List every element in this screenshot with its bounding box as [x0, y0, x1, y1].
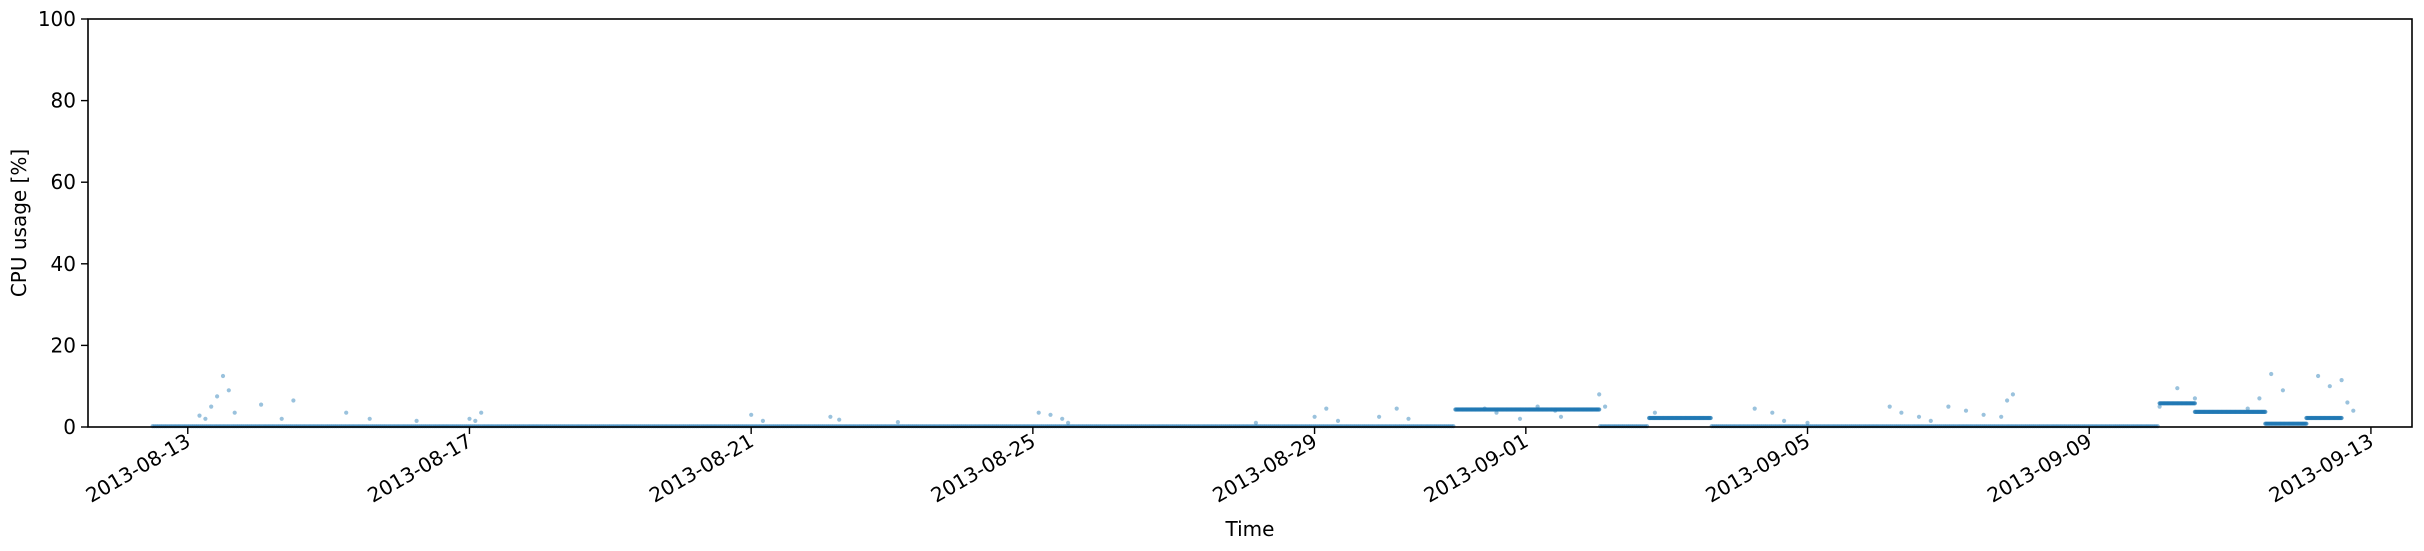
plot-frame [87, 18, 2413, 428]
data-point [1597, 407, 1602, 412]
data-point [1963, 408, 1969, 413]
data-point [1066, 420, 1071, 425]
data-point [344, 410, 349, 415]
data-point [1394, 406, 1399, 411]
data-point [749, 412, 754, 417]
data-point [1652, 410, 1657, 415]
data-point [232, 410, 237, 415]
data-point [2005, 398, 2010, 403]
data-point [1036, 410, 1041, 415]
data-point [1603, 404, 1608, 409]
y-axis-ticks: 0 20 40 60 80 100 [38, 7, 88, 439]
data-point [2192, 401, 2197, 406]
data-point [2304, 421, 2309, 426]
data-point [1048, 412, 1053, 417]
data-point [1253, 420, 1258, 425]
data-point [2245, 406, 2250, 411]
data-point [1770, 410, 1775, 415]
scatter-points [150, 371, 2356, 429]
data-point [2257, 396, 2262, 401]
data-point [279, 416, 284, 421]
data-point [2316, 373, 2321, 379]
x-tick-label: 2013-08-25 [927, 429, 1040, 508]
data-point [2269, 371, 2274, 377]
data-point [367, 416, 372, 421]
data-point [1981, 412, 1986, 417]
data-point [220, 373, 226, 379]
data-point [2263, 409, 2268, 414]
x-tick-label: 2013-08-13 [82, 429, 195, 508]
data-point [1324, 406, 1329, 411]
data-point [1312, 414, 1317, 419]
data-point [197, 413, 202, 418]
data-point [1946, 404, 1951, 409]
data-point [479, 410, 484, 415]
x-tick-label: 2013-09-05 [1701, 429, 1814, 508]
y-tick-label: 20 [51, 333, 76, 357]
x-tick-label: 2013-09-01 [1420, 429, 1533, 508]
data-point [895, 420, 901, 425]
x-tick-label: 2013-09-09 [1983, 429, 2096, 508]
data-point [2339, 415, 2344, 421]
data-point [414, 418, 419, 423]
data-point [1899, 410, 1904, 415]
data-point [837, 417, 842, 422]
data-point [209, 404, 214, 409]
data-point [2010, 392, 2015, 397]
data-point [1782, 418, 1787, 423]
data-point [259, 402, 264, 407]
data-point [1887, 404, 1892, 409]
data-point [1805, 420, 1810, 425]
data-point [467, 416, 472, 421]
data-point [1517, 416, 1523, 421]
data-point [2157, 404, 2162, 409]
data-point [1494, 410, 1499, 415]
data-point [2280, 388, 2285, 393]
x-axis-label: Time [1225, 517, 1275, 541]
data-point [2351, 408, 2356, 413]
data-point [1535, 404, 1540, 409]
data-point [1597, 392, 1602, 397]
y-tick-label: 60 [51, 170, 76, 194]
data-point [760, 418, 766, 423]
data-point [1558, 414, 1564, 419]
x-tick-label: 2013-08-21 [645, 429, 758, 508]
y-tick-label: 100 [38, 7, 76, 31]
data-point [2345, 400, 2350, 405]
data-point [1060, 416, 1065, 421]
data-point [203, 416, 208, 421]
y-tick-label: 40 [51, 252, 76, 276]
x-tick-label: 2013-08-29 [1208, 429, 1321, 508]
data-point [2339, 378, 2344, 383]
y-tick-label: 0 [63, 415, 76, 439]
data-point [1406, 416, 1411, 421]
data-point [1999, 414, 2004, 419]
data-point [1752, 406, 1757, 411]
data-point [226, 388, 231, 393]
data-point [1553, 408, 1558, 413]
data-point [1335, 418, 1341, 423]
data-point [2175, 386, 2180, 391]
data-point [2327, 384, 2332, 389]
x-axis-ticks: 2013-08-13 2013-08-17 2013-08-21 2013-08-25… [82, 427, 2378, 508]
data-point [828, 414, 833, 419]
data-point [215, 394, 220, 399]
data-point [1928, 418, 1933, 423]
x-tick-label: 2013-08-17 [363, 429, 476, 508]
y-axis-label: CPU usage [%] [7, 149, 31, 297]
data-point [2192, 396, 2197, 401]
data-point [1377, 414, 1382, 419]
data-point [291, 398, 296, 403]
data-point [473, 418, 478, 423]
data-point [1916, 414, 1922, 419]
data-point [1482, 406, 1487, 411]
x-tick-label: 2013-09-13 [2265, 429, 2378, 508]
y-tick-label: 80 [51, 89, 76, 113]
data-point [1708, 415, 1713, 421]
